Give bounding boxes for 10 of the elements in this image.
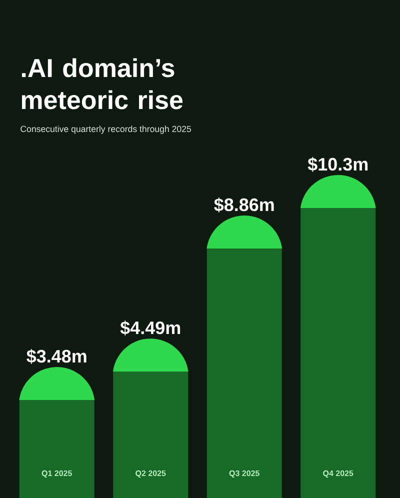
chart-title: .AI domain’s meteoric rise [22,58,183,110]
data-label: $10.3m [308,157,368,172]
data-label: $4.49m [120,320,180,336]
x-tick-label: Q3 2025 [229,470,260,478]
x-tick-label: Q1 2025 [42,470,72,478]
chart-subtitle: Consecutive quarterly records through 2025 [20,126,191,134]
x-tick-label: Q2 2025 [136,470,166,478]
x-tick-label: Q4 2025 [323,470,354,478]
data-label: $8.86m [214,198,274,212]
data-label: $3.48m [26,349,86,364]
